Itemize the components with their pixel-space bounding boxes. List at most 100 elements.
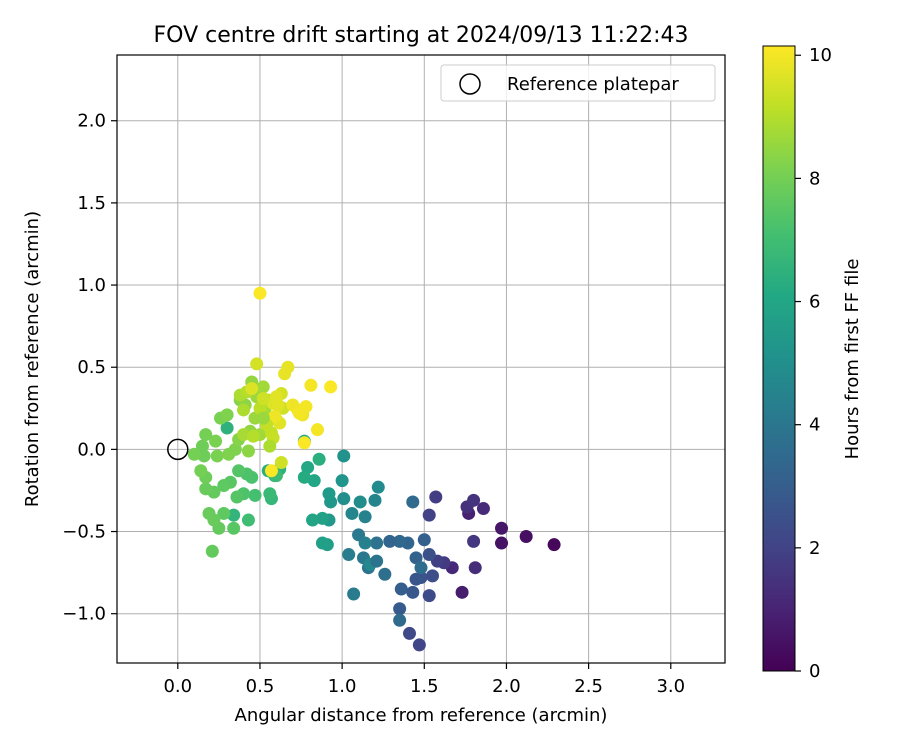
data-point <box>467 493 481 507</box>
data-point <box>393 534 407 548</box>
x-tick-label: 0.5 <box>246 676 275 697</box>
data-point <box>455 585 469 599</box>
data-point <box>345 506 359 520</box>
y-tick-label: −0.5 <box>62 522 106 543</box>
x-tick-label: 2.5 <box>574 676 603 697</box>
data-point <box>263 439 277 453</box>
data-point <box>324 380 338 394</box>
chart-title: FOV centre drift starting at 2024/09/13 … <box>154 23 689 48</box>
data-point <box>205 544 219 558</box>
data-point <box>194 464 208 478</box>
data-point <box>353 495 367 509</box>
data-point <box>378 567 392 581</box>
data-point <box>232 464 246 478</box>
data-point <box>476 502 490 516</box>
data-point <box>422 589 436 603</box>
data-point <box>245 382 259 396</box>
data-point <box>297 436 311 450</box>
data-point <box>495 521 509 535</box>
data-point <box>406 585 420 599</box>
data-point <box>310 423 324 437</box>
scatter-points <box>187 286 561 652</box>
data-point <box>422 548 436 562</box>
x-tick-label: 0.0 <box>163 676 192 697</box>
data-point <box>199 482 213 496</box>
y-tick-label: 2.0 <box>77 111 106 132</box>
data-point <box>281 360 295 374</box>
data-point <box>409 572 423 586</box>
data-point <box>195 439 209 453</box>
data-point <box>312 452 326 466</box>
colorbar-tick-label: 8 <box>809 168 820 189</box>
x-tick-label: 2.0 <box>492 676 521 697</box>
data-point <box>368 493 382 507</box>
data-point <box>426 569 440 583</box>
data-point <box>371 480 385 494</box>
legend: Reference platepar <box>440 64 716 102</box>
x-tick-label: 3.0 <box>656 676 685 697</box>
data-point <box>306 513 320 527</box>
data-point <box>271 398 285 412</box>
data-point <box>237 403 251 417</box>
data-point <box>393 602 407 616</box>
y-tick-label: 0.5 <box>77 357 106 378</box>
colorbar-tick-label: 2 <box>809 538 820 559</box>
colorbar-tick-label: 6 <box>809 292 820 313</box>
data-point <box>256 380 270 394</box>
data-point <box>414 561 428 575</box>
data-point <box>429 490 443 504</box>
data-point <box>274 456 288 470</box>
data-point <box>547 538 561 552</box>
data-point <box>210 449 224 463</box>
data-point <box>370 554 384 568</box>
data-point <box>468 561 482 575</box>
data-point <box>342 548 356 562</box>
data-point <box>495 536 509 550</box>
data-point <box>347 587 361 601</box>
legend-box <box>440 64 716 102</box>
data-point <box>263 487 277 501</box>
data-point <box>220 421 234 435</box>
data-point <box>337 492 351 506</box>
plot-frame <box>116 54 726 664</box>
data-point <box>519 529 533 543</box>
y-tick-label: 1.0 <box>77 275 106 296</box>
data-point <box>315 511 329 525</box>
data-point <box>370 536 384 550</box>
data-point <box>304 378 318 392</box>
legend-label: Reference platepar <box>507 74 679 95</box>
data-point <box>250 357 264 371</box>
data-point <box>358 536 372 550</box>
data-point <box>241 444 255 458</box>
reference-platepar-marker <box>167 438 189 461</box>
data-point <box>412 638 426 652</box>
data-point <box>227 508 241 522</box>
data-point <box>253 286 267 300</box>
data-point <box>292 406 306 420</box>
y-tick-label: 0.0 <box>77 439 106 460</box>
data-point <box>256 391 270 405</box>
x-tick-label: 1.5 <box>410 676 439 697</box>
data-point <box>246 429 260 443</box>
data-point <box>268 410 282 424</box>
data-point <box>406 495 420 509</box>
data-point <box>227 521 241 535</box>
data-point <box>202 506 216 520</box>
data-point <box>402 626 416 640</box>
y-tick-label: −1.0 <box>62 604 106 625</box>
x-axis-label: Angular distance from reference (arcmin) <box>235 705 608 726</box>
data-point <box>383 534 397 548</box>
data-point <box>335 474 349 488</box>
data-point <box>307 474 321 488</box>
data-point <box>187 447 201 461</box>
colorbar-bar <box>762 45 796 672</box>
x-axis-ticks: 0.0 0.5 1.0 1.5 2.0 2.5 3.0 <box>163 663 685 697</box>
data-point <box>256 411 270 425</box>
x-tick-label: 1.0 <box>328 676 357 697</box>
data-point <box>422 508 436 522</box>
data-point <box>337 449 351 463</box>
legend-reference-marker <box>459 73 481 95</box>
data-point <box>217 506 231 520</box>
data-point <box>253 401 267 415</box>
